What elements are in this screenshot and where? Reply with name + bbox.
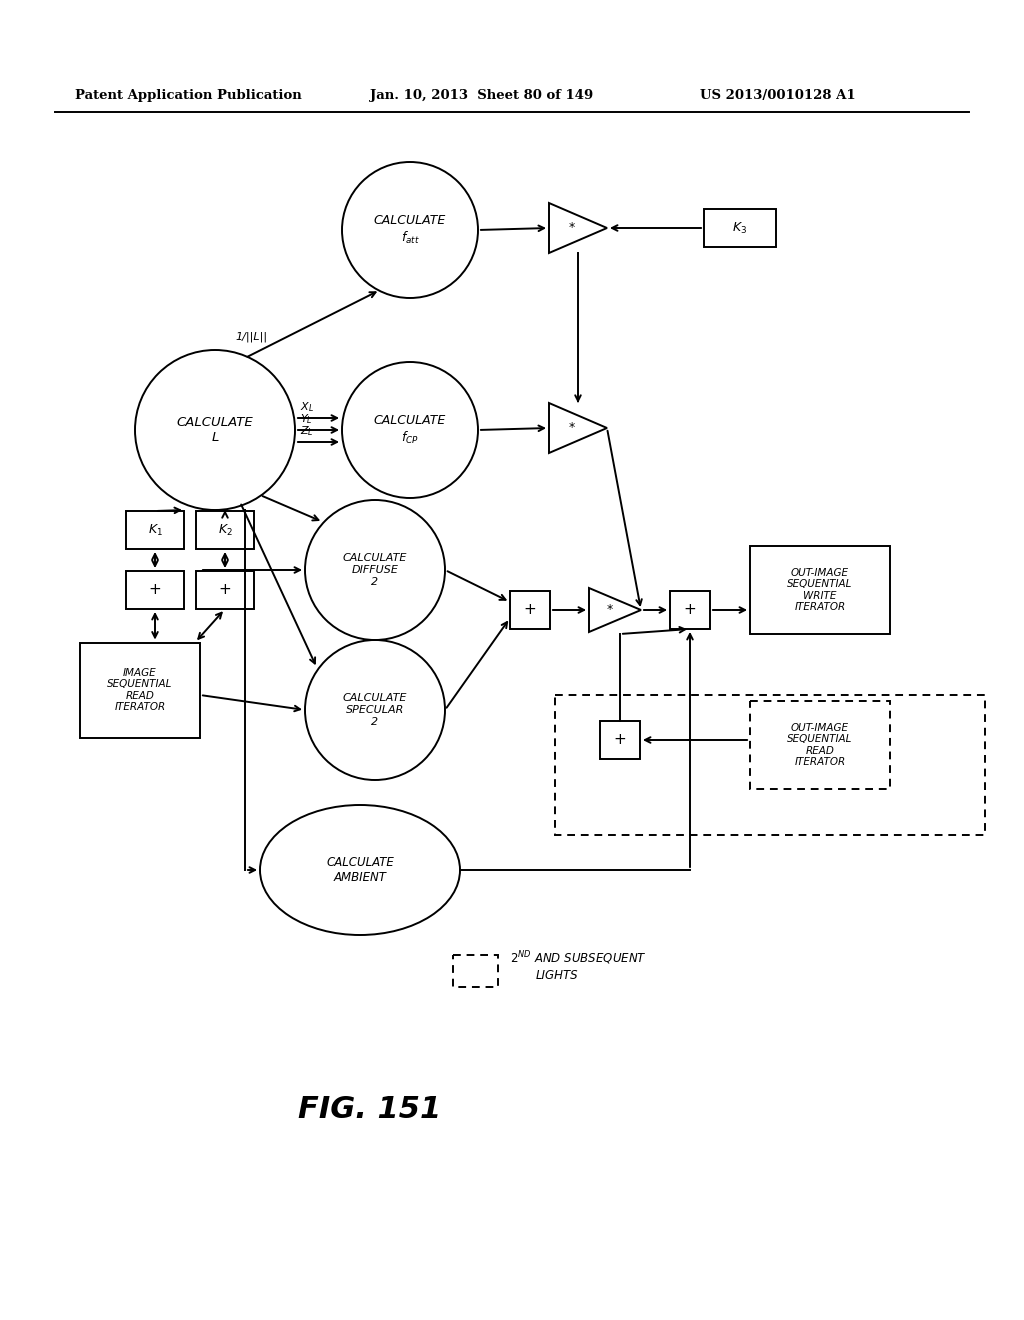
Text: CALCULATE
L: CALCULATE L [176,416,253,444]
Text: +: + [219,582,231,598]
Bar [196,572,254,609]
Text: $K_2$: $K_2$ [217,523,232,537]
Bar [705,209,776,247]
Text: $Y_L$: $Y_L$ [300,412,312,426]
Text: Patent Application Publication: Patent Application Publication [75,88,302,102]
Text: *: * [569,222,575,235]
Text: FIG. 151: FIG. 151 [298,1096,441,1125]
Text: LIGHTS: LIGHTS [536,969,579,982]
Bar [196,511,254,549]
Text: Jan. 10, 2013  Sheet 80 of 149: Jan. 10, 2013 Sheet 80 of 149 [370,88,593,102]
Text: 1/||L||: 1/||L|| [234,333,267,342]
Bar [670,591,710,630]
Bar [80,643,200,738]
Bar [126,572,184,609]
Text: OUT-IMAGE
SEQUENTIAL
WRITE
ITERATOR: OUT-IMAGE SEQUENTIAL WRITE ITERATOR [787,568,853,612]
Text: CALCULATE
$f_{att}$: CALCULATE $f_{att}$ [374,214,446,246]
Text: CALCULATE
DIFFUSE
2: CALCULATE DIFFUSE 2 [343,553,408,586]
Text: CALCULATE
SPECULAR
2: CALCULATE SPECULAR 2 [343,693,408,726]
Text: +: + [148,582,162,598]
Bar [453,954,498,987]
Text: OUT-IMAGE
SEQUENTIAL
READ
ITERATOR: OUT-IMAGE SEQUENTIAL READ ITERATOR [787,722,853,767]
Text: $K_3$: $K_3$ [732,220,748,235]
Text: +: + [684,602,696,618]
Text: $X_L$: $X_L$ [300,400,314,413]
Text: CALCULATE
AMBIENT: CALCULATE AMBIENT [326,855,394,884]
Text: +: + [613,733,627,747]
Text: +: + [523,602,537,618]
Text: $K_1$: $K_1$ [147,523,163,537]
Bar [555,696,985,836]
Text: IMAGE
SEQUENTIAL
READ
ITERATOR: IMAGE SEQUENTIAL READ ITERATOR [108,668,173,713]
Bar [600,721,640,759]
Bar [126,511,184,549]
Text: *: * [569,421,575,434]
Bar [750,546,890,634]
Text: US 2013/0010128 A1: US 2013/0010128 A1 [700,88,856,102]
Bar [510,591,550,630]
Text: *: * [606,603,613,616]
Text: $Z_L$: $Z_L$ [300,424,313,438]
Text: CALCULATE
$f_{CP}$: CALCULATE $f_{CP}$ [374,414,446,446]
Text: $2^{ND}$ AND SUBSEQUENT: $2^{ND}$ AND SUBSEQUENT [510,949,647,968]
Bar [750,701,890,789]
